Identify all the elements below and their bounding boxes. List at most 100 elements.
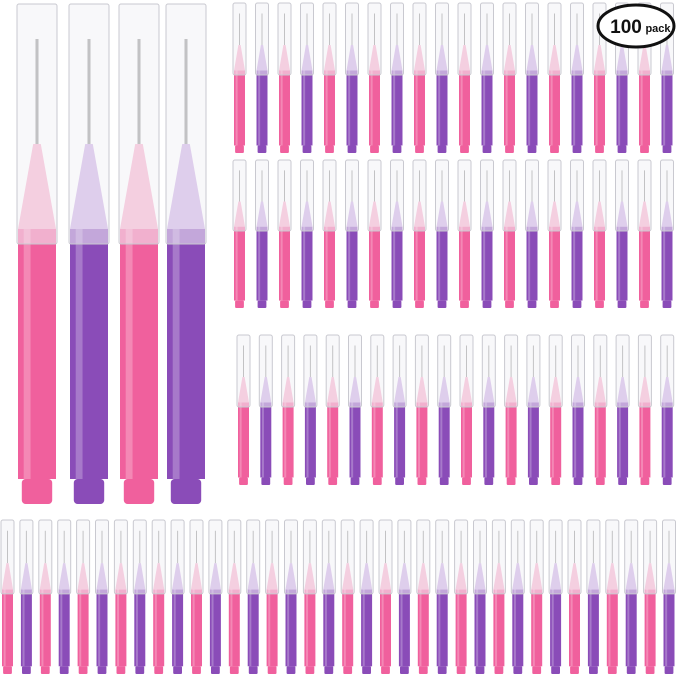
brush (412, 2, 427, 153)
handle-shine (22, 589, 25, 667)
brush-handle (380, 589, 391, 667)
brush-base (381, 666, 390, 674)
handle-shine (529, 402, 532, 478)
handle-shine (663, 226, 666, 301)
brush (227, 519, 242, 674)
handle-shine (663, 402, 666, 478)
brush-cap (481, 334, 496, 408)
brush-handle (153, 589, 165, 667)
brush (57, 519, 72, 674)
brush-cap (38, 519, 53, 595)
handle-shine (370, 226, 373, 301)
handle-shine (249, 589, 252, 667)
brush-cap (643, 519, 658, 595)
brush (322, 159, 337, 308)
brush (300, 2, 314, 153)
brush (567, 519, 582, 674)
brush-handle (2, 589, 13, 667)
handle-shine (373, 402, 376, 478)
handle-shine (460, 70, 463, 146)
brush (303, 334, 318, 485)
brush-base (415, 145, 424, 153)
brush (473, 519, 487, 674)
handle-shine (280, 226, 283, 301)
brush-handle (481, 226, 493, 301)
brush-base (617, 300, 627, 308)
brush-base (192, 666, 201, 674)
brush (571, 334, 585, 485)
brush-handle (256, 226, 268, 301)
brush-base (350, 477, 360, 485)
brush-handle (459, 70, 470, 146)
brush-handle (260, 402, 272, 478)
brush-cap (660, 159, 674, 232)
brush-base (494, 666, 504, 674)
brush-base (418, 666, 428, 674)
handle-shine (550, 226, 553, 301)
handle-shine (595, 70, 598, 146)
brush (321, 519, 336, 674)
brush-handle (115, 589, 127, 667)
brush-cap (0, 519, 15, 595)
brush (435, 519, 450, 674)
brush-cap (189, 519, 204, 595)
handle-shine (640, 226, 643, 301)
brush-base (280, 145, 289, 153)
brush-cap (300, 159, 314, 232)
handle-shine (211, 589, 214, 667)
brush (586, 519, 601, 674)
brush-base (645, 666, 655, 674)
brush-handle (526, 226, 538, 301)
brush (605, 519, 620, 674)
brush (459, 334, 474, 485)
brush-handle (550, 589, 562, 667)
brush-cap (68, 3, 110, 245)
brush (170, 519, 185, 674)
handle-shine (528, 226, 531, 301)
brush-handle (639, 402, 651, 478)
brush (570, 159, 584, 308)
brush-cap (367, 2, 382, 76)
brush (637, 334, 652, 485)
brush-base (662, 300, 672, 308)
brush-cap (637, 159, 652, 232)
brush (502, 2, 517, 153)
brush-base (437, 666, 447, 674)
handle-shine (476, 589, 479, 667)
brush (325, 334, 340, 485)
handle-shine (303, 226, 306, 301)
brush-cap (435, 519, 450, 595)
brush-handle (285, 589, 297, 667)
brush-cap (208, 519, 223, 595)
handle-shine (438, 589, 441, 667)
brush-handle (279, 226, 290, 301)
brush (118, 3, 160, 504)
brush-handle (391, 70, 403, 146)
handle-shine (608, 589, 611, 667)
brush (416, 519, 431, 674)
brush-base (460, 300, 469, 308)
brush-cap (322, 159, 337, 232)
brush-cap (303, 334, 318, 408)
brush-handle (301, 70, 313, 146)
handle-shine (640, 70, 643, 146)
handle-shine (505, 226, 508, 301)
brush (526, 334, 541, 485)
brush-base (372, 477, 382, 485)
brush-handle (414, 70, 425, 146)
brush-handle (549, 226, 560, 301)
brush-base (97, 666, 107, 674)
brush-base (347, 145, 357, 153)
handle-shine (268, 589, 271, 667)
brush-cap (277, 2, 292, 76)
handle-shine (415, 226, 418, 301)
handle-shine (513, 589, 516, 667)
handle-shine (483, 226, 486, 301)
brush (481, 334, 496, 485)
brush-handle (569, 589, 580, 667)
brush-handle (266, 589, 278, 667)
handle-shine (235, 70, 238, 146)
brush-handle (234, 226, 245, 301)
brush-base (662, 477, 672, 485)
brush-cap (571, 334, 585, 408)
